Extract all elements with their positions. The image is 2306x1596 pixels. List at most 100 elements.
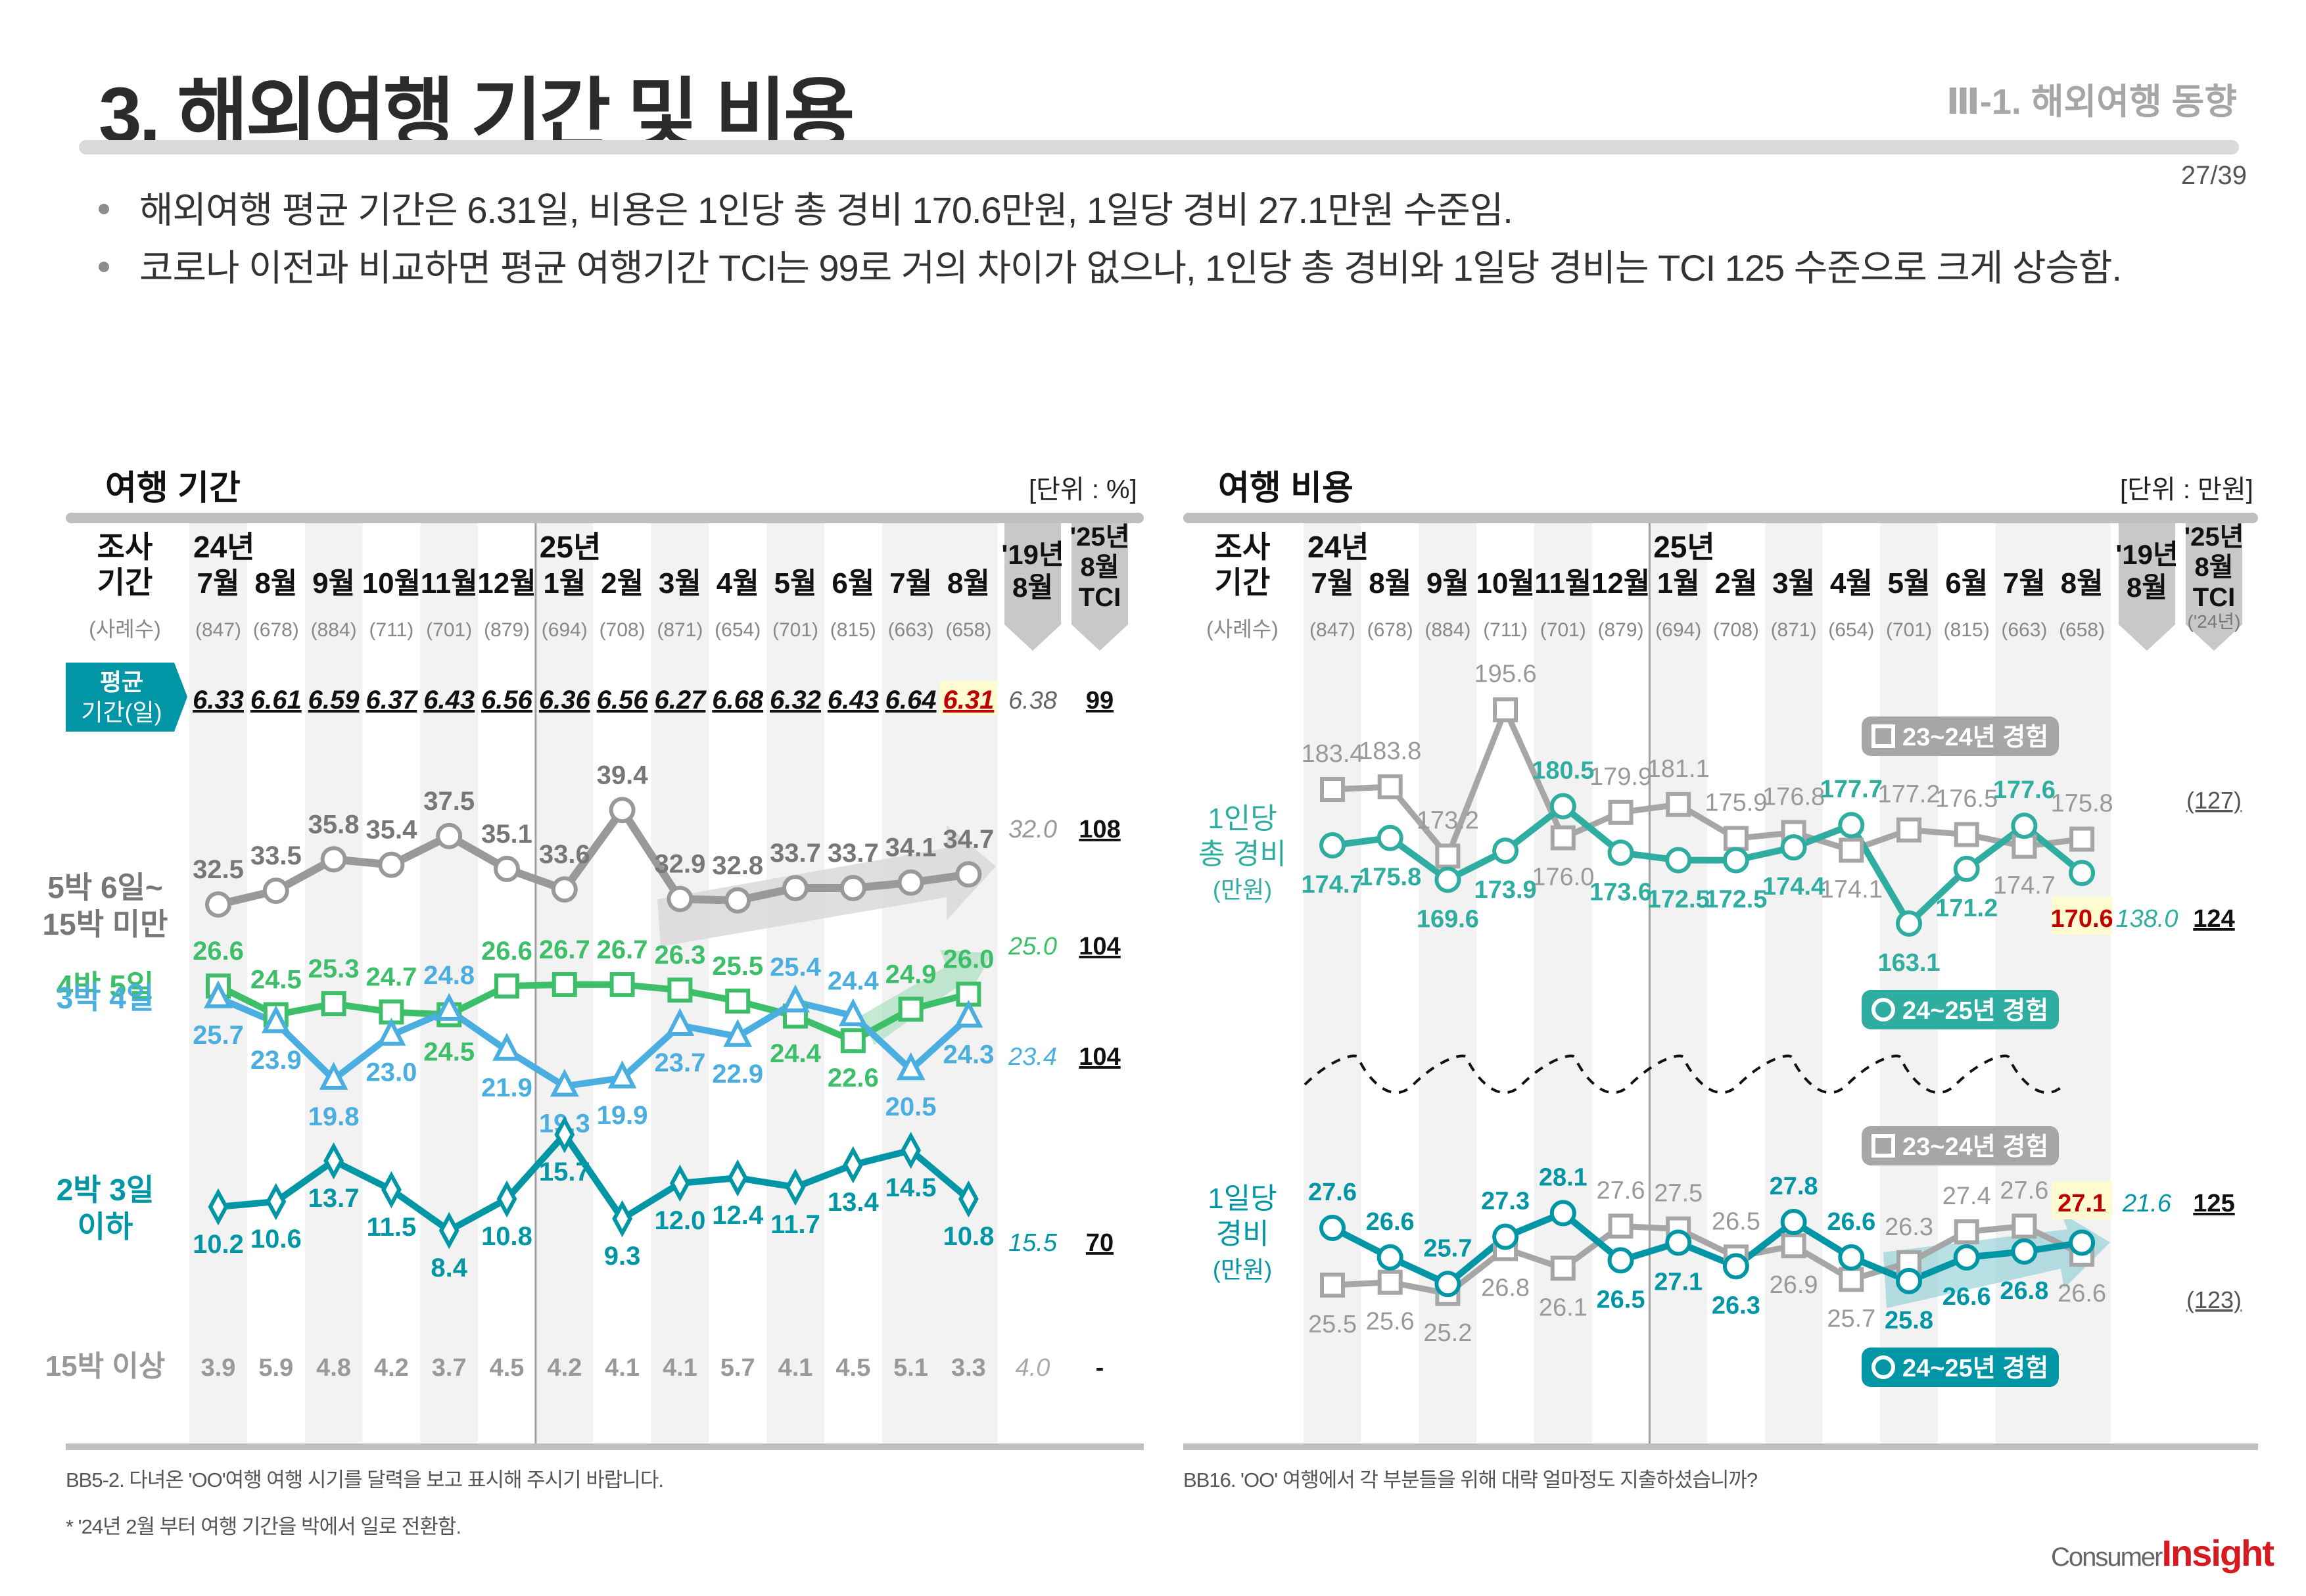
- compare-col-month: 8월: [2127, 572, 2167, 603]
- data-label: 172.5: [1705, 886, 1767, 914]
- data-point: [381, 1171, 402, 1209]
- legend-square-icon: [1871, 1134, 1895, 1158]
- sample-size: (658): [2059, 619, 2105, 641]
- data-label: 24.5: [423, 1038, 475, 1067]
- data-point: [1896, 910, 1922, 937]
- data-point: [609, 797, 636, 824]
- month-label: 8월: [1369, 567, 1411, 599]
- compare-col-year: '19년: [2115, 539, 2178, 570]
- data-label: 13.7: [308, 1184, 360, 1213]
- data-point: [1377, 1244, 1403, 1271]
- avg-duration-value: 6.64: [885, 686, 937, 715]
- data-point: [667, 977, 693, 1003]
- group-unit: (만원): [1213, 876, 1272, 903]
- data-label: 27.1: [2058, 1190, 2106, 1217]
- data-label: 174.1: [1820, 876, 1883, 903]
- series-line: [215, 1131, 972, 1234]
- bullet-dot-icon: [99, 262, 109, 273]
- data-label: 26.3: [1885, 1213, 1933, 1241]
- data-point: [839, 875, 866, 902]
- group-unit: (만원): [1213, 1256, 1272, 1283]
- data-label: 176.0: [1532, 864, 1594, 891]
- header-period-label: 기간: [97, 565, 153, 599]
- prev-tci-value: (123): [2186, 1286, 2242, 1313]
- sample-size: (658): [945, 619, 991, 641]
- sample-size: (708): [1713, 619, 1759, 641]
- avg-duration-tci: 99: [1086, 687, 1114, 715]
- data-point: [1722, 847, 1749, 874]
- other-row-value: 4.5: [490, 1354, 525, 1382]
- data-point: [785, 1168, 806, 1206]
- other-row-value: 5.1: [893, 1354, 928, 1382]
- axis-break-line: [1304, 1054, 2065, 1094]
- series-tci-value: 104: [1079, 1043, 1120, 1071]
- logo-consumer: Consumer: [2050, 1543, 2163, 1572]
- data-point: [1319, 1215, 1346, 1241]
- data-label: 26.5: [1712, 1208, 1760, 1235]
- data-point: [1492, 837, 1519, 864]
- data-label: 174.7: [1993, 872, 2056, 899]
- column-stripe: [420, 523, 479, 1443]
- series-name: 15박 미만: [43, 907, 168, 941]
- data-label: 26.8: [1481, 1274, 1530, 1302]
- bullet-dot-icon: [99, 204, 109, 215]
- data-point: [1607, 1247, 1634, 1274]
- data-label: 174.7: [1301, 871, 1363, 899]
- consumer-insight-logo: ConsumerInsight: [2050, 1532, 2274, 1574]
- data-label: 13.4: [828, 1188, 880, 1217]
- data-label: 173.6: [1589, 878, 1652, 906]
- group-name: 1일당: [1208, 1183, 1277, 1215]
- data-label: 177.2: [1877, 781, 1940, 809]
- tci-col-year: '25년: [1070, 523, 1130, 552]
- month-label: 5월: [774, 567, 817, 599]
- data-label: 26.0: [943, 945, 994, 974]
- month-label: 3월: [1772, 567, 1815, 599]
- month-label: 1월: [1657, 567, 1700, 599]
- sample-size: (847): [195, 619, 241, 641]
- sample-size: (678): [253, 619, 299, 641]
- data-point: [2069, 826, 2095, 852]
- data-label: 26.3: [654, 941, 705, 970]
- data-label: 175.9: [1705, 789, 1767, 817]
- data-point: [1838, 812, 1865, 839]
- sample-size: (663): [888, 619, 934, 641]
- column-stripe: [766, 523, 824, 1443]
- legend-curr-box: [1862, 990, 2059, 1029]
- prev-tci-value: (127): [2186, 787, 2242, 814]
- data-label: 24.3: [943, 1040, 994, 1069]
- other-row-tci: -: [1096, 1354, 1104, 1382]
- sample-size: (815): [1944, 619, 1990, 641]
- data-label: 11.5: [367, 1213, 417, 1242]
- month-label: 7월: [197, 567, 240, 599]
- month-label: 7월: [1311, 567, 1354, 599]
- data-point: [1838, 1244, 1865, 1271]
- sample-size: (694): [1655, 619, 1701, 641]
- data-point: [2069, 1229, 2096, 1256]
- other-row-value: 4.1: [778, 1354, 813, 1382]
- tci-col-year: '25년: [2184, 523, 2244, 552]
- sample-size: (701): [1540, 619, 1586, 641]
- data-label: 34.7: [943, 825, 994, 854]
- data-label: 26.5: [1597, 1286, 1645, 1313]
- column-stripe: [1764, 523, 1823, 1443]
- data-point: [896, 1052, 926, 1081]
- data-label: 23.0: [365, 1058, 417, 1087]
- series-tci-value: 104: [1079, 933, 1120, 960]
- latest-highlight: [2052, 1181, 2113, 1219]
- data-point: [667, 885, 694, 912]
- sample-size: (701): [426, 619, 472, 641]
- data-label: 170.6: [2051, 905, 2113, 933]
- data-point: [1665, 847, 1692, 874]
- avg-duration-value: 6.56: [481, 686, 533, 715]
- other-row-value: 4.2: [374, 1354, 409, 1382]
- data-point: [1781, 1233, 1806, 1259]
- data-label: 177.6: [1993, 776, 2056, 804]
- month-label: 10월: [1476, 567, 1534, 599]
- footer-divider: [66, 1443, 1144, 1450]
- other-row-value: 3.7: [432, 1354, 467, 1382]
- sample-size: (663): [2001, 619, 2047, 641]
- data-point: [1723, 826, 1749, 851]
- data-point: [781, 984, 810, 1013]
- data-label: 174.4: [1762, 873, 1825, 901]
- data-point: [1608, 1213, 1634, 1239]
